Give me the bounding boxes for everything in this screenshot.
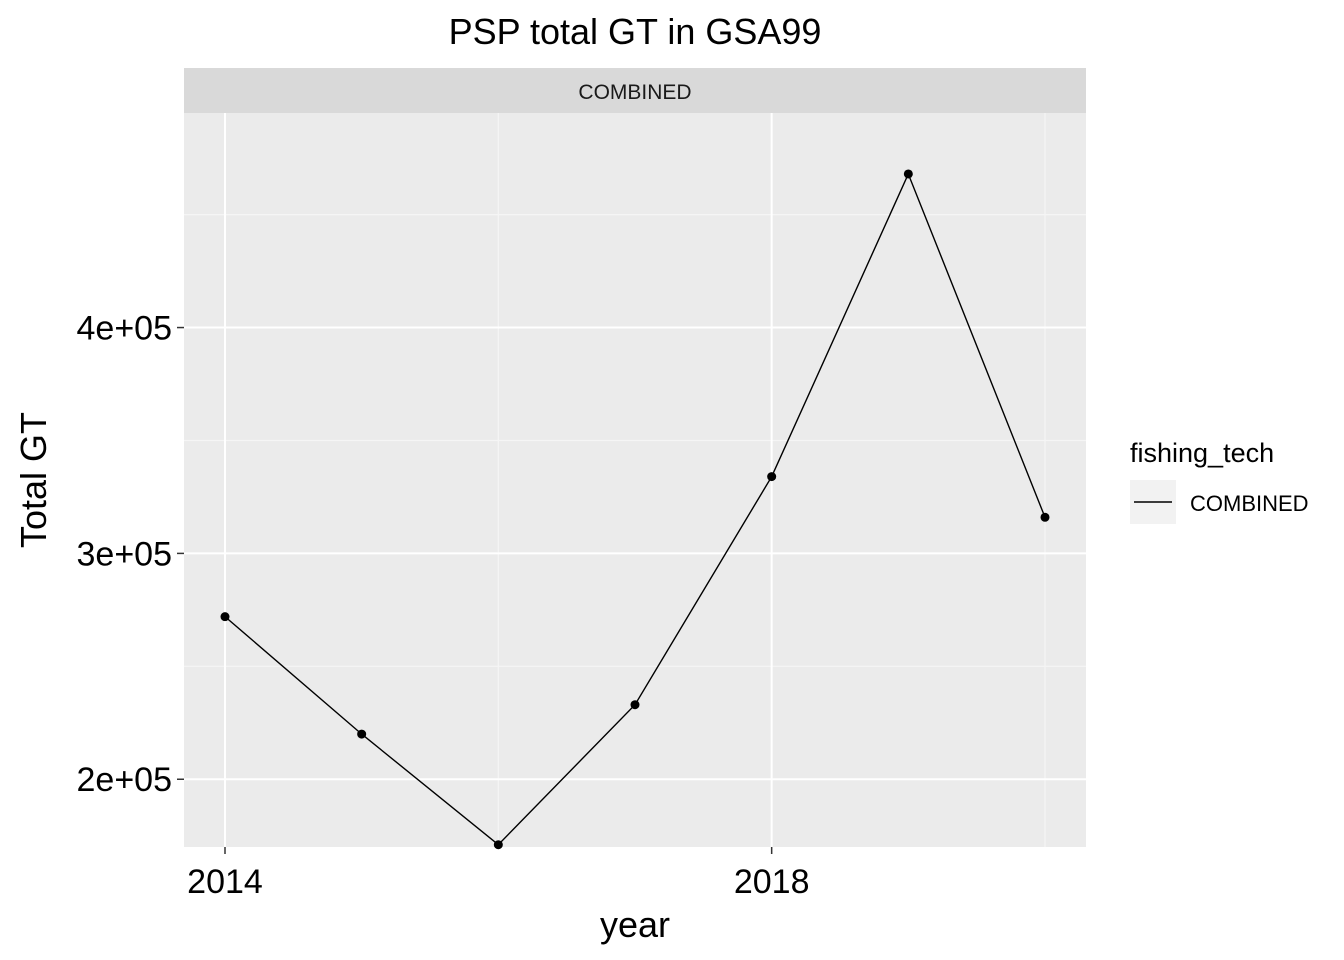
data-point: [357, 729, 367, 739]
major-gridlines: [184, 113, 1086, 847]
legend-entry-label: COMBINED: [1190, 491, 1309, 516]
x-tick-label: 2014: [187, 863, 263, 901]
data-point: [903, 169, 913, 179]
y-axis-title: Total GT: [13, 412, 54, 548]
y-tick-label: 3e+05: [77, 535, 173, 573]
x-tick-label: 2018: [734, 863, 810, 901]
facet-strip: [184, 68, 1086, 113]
x-axis-title: year: [600, 904, 670, 945]
plot-panel: [184, 113, 1086, 847]
y-axis: 2e+05 3e+05 4e+05: [77, 310, 184, 799]
points-layer: [220, 169, 1050, 850]
y-tick-label: 4e+05: [77, 310, 173, 348]
x-axis: 2014 2018: [187, 847, 809, 901]
data-point: [493, 840, 503, 850]
legend-title: fishing_tech: [1130, 438, 1274, 468]
data-point: [220, 612, 230, 622]
y-tick-label: 2e+05: [77, 761, 173, 799]
data-point: [767, 472, 777, 482]
facet-strip-label: COMBINED: [578, 81, 691, 104]
chart-title: PSP total GT in GSA99: [449, 11, 822, 52]
data-point: [630, 700, 640, 710]
data-point: [1040, 512, 1050, 522]
legend: fishing_tech COMBINED: [1130, 438, 1309, 524]
minor-gridlines: [184, 113, 1086, 847]
